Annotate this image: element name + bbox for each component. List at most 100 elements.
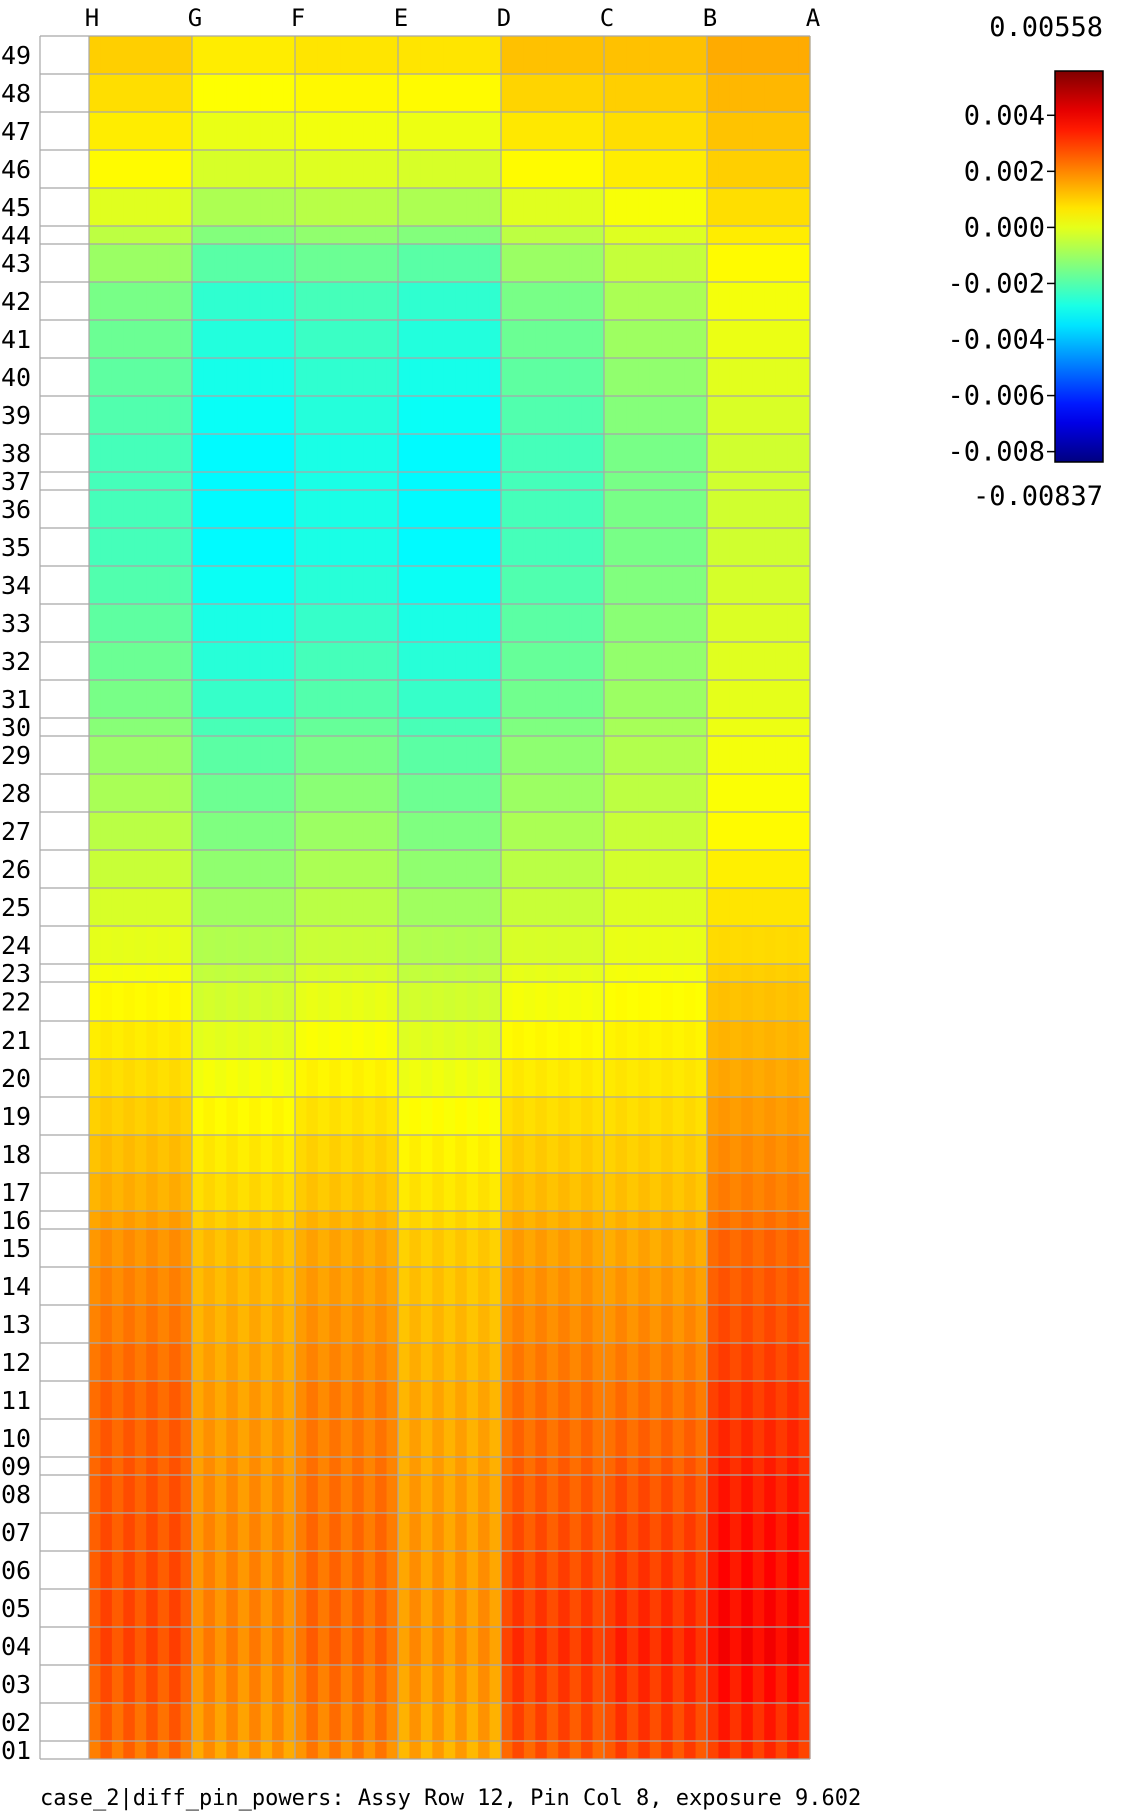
heatmap-cell	[512, 396, 525, 434]
heatmap-cell	[100, 150, 113, 188]
heatmap-cell	[363, 1305, 376, 1343]
heatmap-cell	[592, 396, 605, 434]
heatmap-cell	[718, 1135, 731, 1173]
heatmap-cell	[226, 850, 239, 888]
heatmap-cell	[798, 812, 811, 850]
heatmap-cell	[352, 1229, 365, 1267]
heatmap-cell	[295, 434, 308, 472]
heatmap-cell	[752, 1135, 765, 1173]
heatmap-cell	[192, 642, 205, 680]
heatmap-cell	[489, 1475, 502, 1513]
heatmap-cell	[398, 1059, 411, 1097]
heatmap-cell	[787, 680, 800, 718]
heatmap-cell	[775, 434, 788, 472]
heatmap-cell	[157, 434, 170, 472]
heatmap-cell	[169, 358, 182, 396]
heatmap-cell	[787, 490, 800, 528]
heatmap-cell	[283, 1267, 296, 1305]
heatmap-cell	[684, 150, 697, 188]
heatmap-cell	[386, 1267, 399, 1305]
heatmap-cell	[352, 1021, 365, 1059]
heatmap-cell	[764, 1513, 777, 1551]
heatmap-cell	[386, 964, 399, 982]
row-label: 19	[1, 1102, 31, 1131]
heatmap-cell	[409, 150, 422, 188]
heatmap-cell	[741, 982, 754, 1021]
heatmap-cell	[169, 736, 182, 774]
heatmap-cell	[100, 1305, 113, 1343]
heatmap-cell	[501, 1097, 514, 1135]
heatmap-cell	[752, 226, 765, 244]
row-label: 48	[1, 79, 31, 108]
heatmap-cell	[729, 718, 742, 736]
heatmap-cell	[237, 642, 250, 680]
heatmap-cell	[272, 812, 285, 850]
heatmap-cell	[249, 528, 262, 566]
heatmap-cell	[478, 1665, 491, 1703]
heatmap-cell	[398, 1475, 411, 1513]
heatmap-cell	[798, 1665, 811, 1703]
heatmap-cell	[237, 1381, 250, 1419]
heatmap-cell	[546, 1229, 559, 1267]
heatmap-cell	[798, 888, 811, 926]
heatmap-cell	[386, 74, 399, 112]
heatmap-cell	[546, 1627, 559, 1665]
heatmap-cell	[352, 964, 365, 982]
heatmap-cell	[638, 964, 651, 982]
heatmap-cell	[398, 528, 411, 566]
heatmap-cell	[775, 150, 788, 188]
heatmap-cell	[295, 1627, 308, 1665]
heatmap-cell	[741, 1229, 754, 1267]
heatmap-cell	[729, 1173, 742, 1211]
heatmap-cell	[478, 1627, 491, 1665]
heatmap-cell	[501, 320, 514, 358]
heatmap-cell	[604, 282, 617, 320]
heatmap-cell	[707, 434, 720, 472]
heatmap-cell	[420, 1267, 433, 1305]
heatmap-cell	[729, 736, 742, 774]
heatmap-cell	[111, 1211, 124, 1229]
heatmap-cell	[192, 1627, 205, 1665]
heatmap-cell	[272, 36, 285, 74]
heatmap-cell	[272, 642, 285, 680]
heatmap-cell	[317, 150, 330, 188]
heatmap-cell	[604, 1741, 617, 1759]
heatmap-cell	[226, 1267, 239, 1305]
heatmap-cell	[134, 1627, 147, 1665]
heatmap-cell	[260, 434, 273, 472]
heatmap-cell	[420, 434, 433, 472]
heatmap-cell	[798, 1457, 811, 1475]
heatmap-cell	[260, 188, 273, 226]
heatmap-cell	[375, 850, 388, 888]
heatmap-cell	[260, 1097, 273, 1135]
heatmap-cell	[295, 472, 308, 490]
heatmap-cell	[546, 244, 559, 282]
heatmap-cell	[501, 358, 514, 396]
heatmap-cell	[352, 1211, 365, 1229]
heatmap-cell	[443, 36, 456, 74]
heatmap-cell	[546, 964, 559, 982]
heatmap-cell	[752, 1457, 765, 1475]
heatmap-cell	[638, 528, 651, 566]
heatmap-cell	[581, 434, 594, 472]
heatmap-cell	[203, 1381, 216, 1419]
heatmap-cell	[100, 1059, 113, 1097]
heatmap-cell	[684, 680, 697, 718]
heatmap-cell	[489, 36, 502, 74]
heatmap-cell	[626, 1513, 639, 1551]
heatmap-cell	[89, 1059, 102, 1097]
heatmap-cell	[489, 1513, 502, 1551]
heatmap-cell	[317, 718, 330, 736]
heatmap-cell	[478, 434, 491, 472]
heatmap-cell	[729, 1513, 742, 1551]
heatmap-cell	[432, 472, 445, 490]
heatmap-cell	[443, 1343, 456, 1381]
heatmap-cell	[272, 888, 285, 926]
heatmap-cell	[741, 188, 754, 226]
heatmap-cell	[558, 1419, 571, 1457]
heatmap-cell	[707, 680, 720, 718]
heatmap-cell	[569, 36, 582, 74]
heatmap-cell	[226, 982, 239, 1021]
heatmap-cell	[546, 1419, 559, 1457]
heatmap-cell	[237, 1211, 250, 1229]
